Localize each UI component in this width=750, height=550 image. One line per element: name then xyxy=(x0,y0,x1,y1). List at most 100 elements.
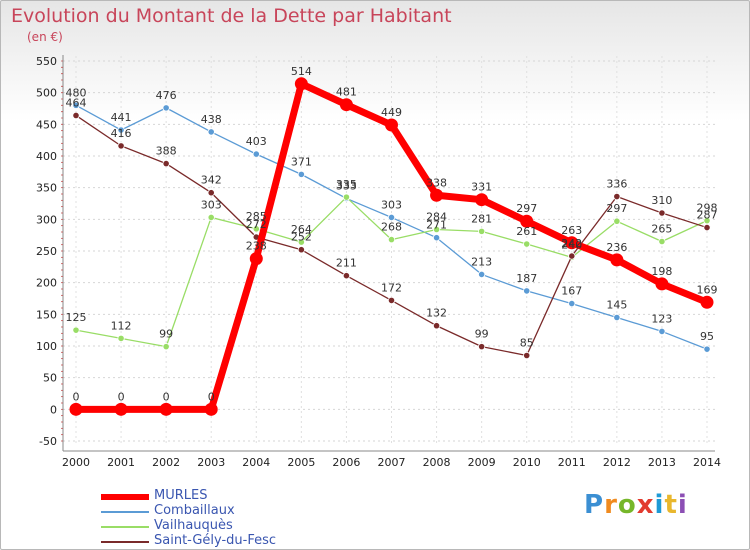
data-point xyxy=(568,299,576,308)
data-label: 441 xyxy=(111,111,132,124)
data-point xyxy=(658,237,666,246)
y-tick-label: 350 xyxy=(36,182,57,195)
x-tick-label: 2008 xyxy=(423,456,451,469)
data-point xyxy=(69,402,83,416)
data-point xyxy=(613,217,621,225)
data-label: 514 xyxy=(291,65,312,78)
data-label: 213 xyxy=(471,255,492,268)
x-tick-label: 2014 xyxy=(693,456,721,469)
y-tick-label: 450 xyxy=(36,118,57,131)
data-label: 287 xyxy=(697,209,718,222)
x-tick-label: 2007 xyxy=(378,456,406,469)
data-label: 211 xyxy=(336,257,357,270)
data-label: 476 xyxy=(156,89,177,102)
x-tick-label: 2011 xyxy=(558,456,586,469)
data-label: 403 xyxy=(246,135,267,148)
data-point xyxy=(700,295,714,309)
x-tick-label: 2003 xyxy=(197,456,225,469)
data-point xyxy=(703,345,711,353)
data-label: 272 xyxy=(246,218,267,231)
data-label: 264 xyxy=(291,223,312,236)
legend-swatch xyxy=(101,511,149,513)
data-point xyxy=(658,209,666,217)
data-point xyxy=(478,270,486,279)
data-label: 449 xyxy=(381,106,402,119)
data-point xyxy=(565,236,579,250)
data-label: 99 xyxy=(475,328,489,341)
data-point xyxy=(658,327,666,336)
data-label: 303 xyxy=(381,198,402,211)
x-tick-label: 2010 xyxy=(513,456,541,469)
legend-swatch xyxy=(101,526,149,528)
data-label: 198 xyxy=(651,265,672,278)
data-point xyxy=(162,160,170,168)
data-label: 85 xyxy=(520,337,534,350)
data-point xyxy=(655,277,669,291)
x-tick-label: 2012 xyxy=(603,456,631,469)
data-label: 240 xyxy=(561,238,582,251)
data-point xyxy=(117,334,125,342)
data-point xyxy=(610,253,624,267)
data-label: 338 xyxy=(426,176,447,189)
logo-letter: i xyxy=(677,490,688,520)
x-tick-label: 2002 xyxy=(152,456,180,469)
data-label: 342 xyxy=(201,174,222,187)
data-point xyxy=(432,322,441,330)
data-label: 284 xyxy=(426,210,447,223)
data-label: 268 xyxy=(381,221,402,234)
data-point xyxy=(387,213,396,222)
x-tick-label: 2000 xyxy=(62,456,90,469)
data-label: 263 xyxy=(561,224,582,237)
data-point xyxy=(162,104,170,112)
chart-title: Evolution du Montant de la Dette par Hab… xyxy=(11,5,452,27)
x-tick-label: 2013 xyxy=(648,456,676,469)
data-label: 261 xyxy=(516,225,537,238)
data-point xyxy=(207,189,215,197)
data-label: 416 xyxy=(111,127,132,140)
data-label: 265 xyxy=(651,223,672,236)
data-label: 281 xyxy=(471,212,492,225)
data-label: 298 xyxy=(697,202,718,215)
legend-label: Vailhauquès xyxy=(154,518,233,533)
logo-letter: o xyxy=(617,490,637,520)
data-point xyxy=(342,193,351,201)
data-label: 285 xyxy=(246,210,267,223)
data-point xyxy=(342,272,351,280)
y-tick-label: 550 xyxy=(36,55,57,68)
legend-swatch xyxy=(101,541,149,543)
data-label: 187 xyxy=(516,272,537,285)
data-point xyxy=(478,343,486,351)
y-tick-label: 100 xyxy=(36,340,57,353)
y-tick-label: 150 xyxy=(36,308,57,321)
data-label: 480 xyxy=(66,86,87,99)
data-label: 238 xyxy=(246,240,267,253)
data-label: 123 xyxy=(651,312,672,325)
data-point xyxy=(613,192,621,201)
data-point xyxy=(430,188,444,202)
logo-letter: t xyxy=(664,490,678,520)
x-tick-label: 2001 xyxy=(107,456,135,469)
y-tick-label: 200 xyxy=(36,277,57,290)
x-tick-label: 2005 xyxy=(287,456,315,469)
data-point xyxy=(568,252,576,260)
data-point xyxy=(249,252,263,266)
data-point xyxy=(207,213,215,222)
data-label: 0 xyxy=(208,390,215,403)
data-label: 335 xyxy=(336,178,357,191)
data-point xyxy=(114,402,128,416)
data-point xyxy=(387,236,396,244)
data-point xyxy=(432,234,441,242)
data-point xyxy=(72,326,80,334)
data-label: 297 xyxy=(606,202,627,215)
data-label: 242 xyxy=(561,237,582,250)
data-point xyxy=(297,238,305,246)
data-label: 112 xyxy=(111,319,132,332)
data-point xyxy=(523,287,531,295)
data-point xyxy=(339,98,353,112)
data-point xyxy=(207,128,215,136)
data-label: 310 xyxy=(651,194,672,207)
data-point xyxy=(252,150,260,158)
logo-letter: x xyxy=(636,490,655,520)
